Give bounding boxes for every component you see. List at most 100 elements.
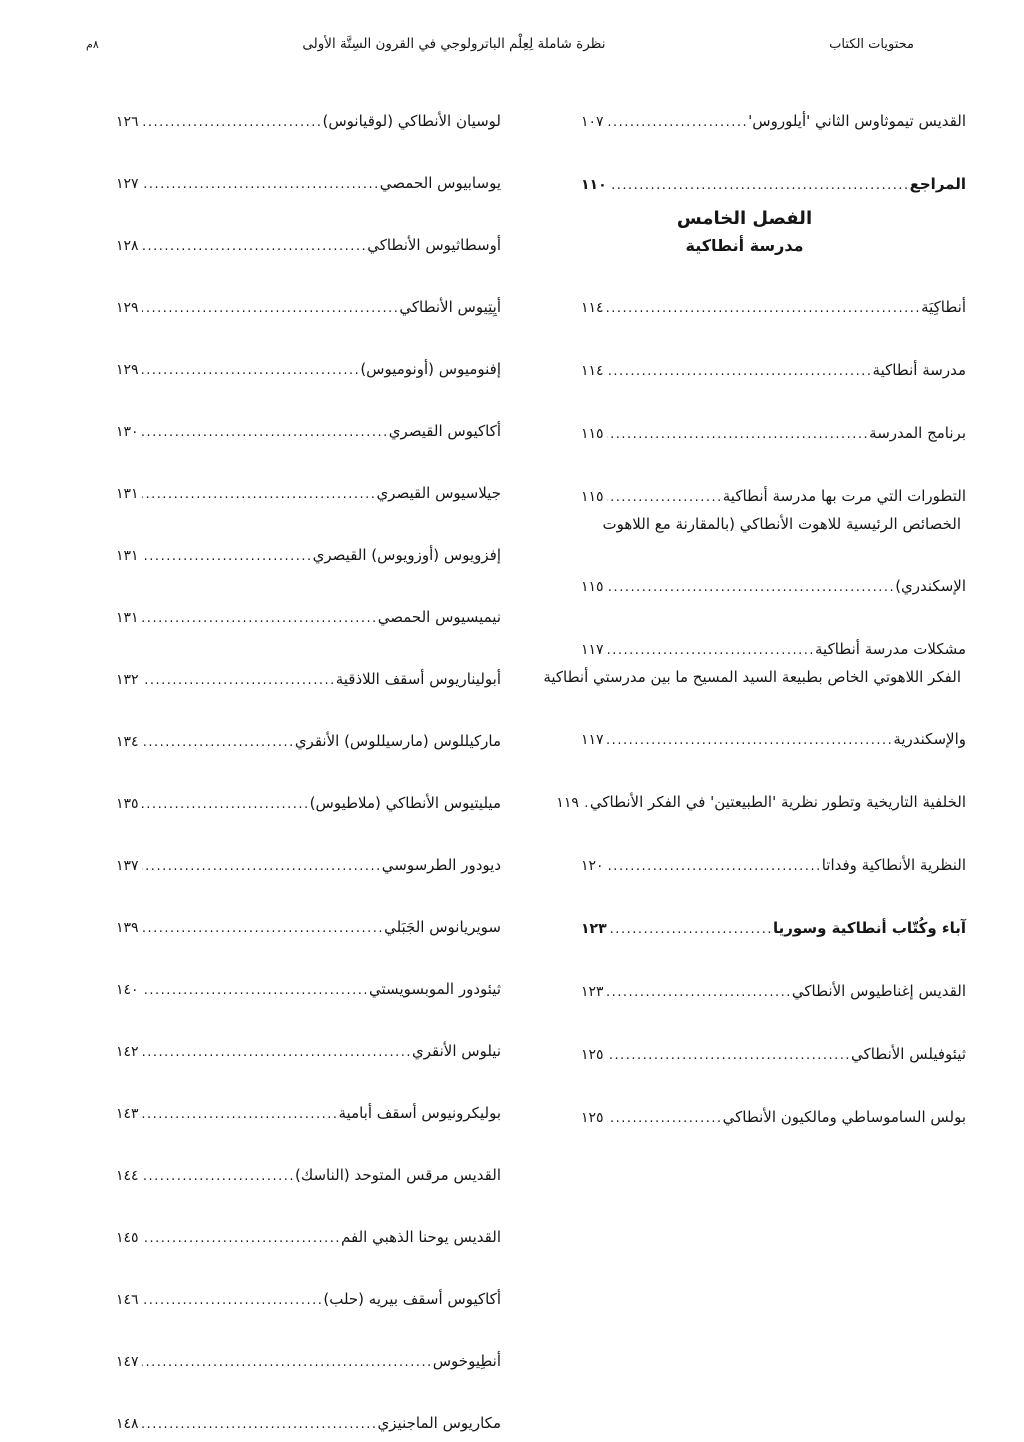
entry-title: المراجع — [909, 175, 966, 193]
toc-entry: النظرية الأنطاكية وفداتا ١٢٠ — [523, 822, 966, 875]
dot-leader — [142, 1291, 324, 1309]
entry-page-number: ١١٥ — [581, 426, 604, 442]
entry-title: الخلفية التاريخية وتطور نظرية 'الطبيعتين… — [589, 793, 966, 811]
entry-page-number: ١٢٦ — [116, 114, 139, 130]
entry-title: سويريانوس الجَبَلي — [384, 918, 501, 936]
entry-page-number: ١٤٦ — [116, 1292, 139, 1308]
entry-page-number: ١٣٩ — [116, 920, 139, 936]
dot-leader — [142, 609, 378, 627]
dot-leader — [142, 1105, 339, 1123]
entry-page-number: ١١٤ — [581, 363, 604, 379]
entry-title: أبوليناريوس أسقف اللاذقية — [335, 670, 501, 688]
entry-title: القديس تيموثاوس الثاني 'أيلوروس' — [748, 112, 966, 130]
toc-entry: برنامج المدرسة ١١٥ — [523, 390, 966, 443]
dot-leader — [142, 299, 400, 317]
toc-entry: ميليتيوس الأنطاكي (ملاطيوس) ١٣٥ — [58, 760, 501, 813]
entry-title: أنطاكِيَة — [921, 298, 966, 316]
entry-page-number: ١٤٣ — [116, 1106, 139, 1122]
entry-title: مدرسة أنطاكية — [685, 236, 804, 255]
dot-leader — [142, 1043, 412, 1061]
dot-leader — [142, 547, 313, 565]
toc-entry: مكاريوس الماجنيزي ١٤٨ — [58, 1380, 501, 1433]
dot-leader — [142, 485, 377, 503]
entry-page-number: ١٢٥ — [581, 1110, 604, 1126]
entry-title: لوسيان الأنطاكي (لوقيانوس) — [322, 112, 501, 130]
entry-title: يوسابيوس الحمصي — [379, 174, 501, 192]
toc-entry: القديس إغناطيوس الأنطاكي ١٢٣ — [523, 948, 966, 1001]
dot-leader — [607, 731, 894, 749]
dot-leader — [607, 362, 873, 380]
entry-title: إفنوميوس (أونوميوس) — [360, 360, 501, 378]
toc-entry: ثيئودور الموبسويستي ١٤٠ — [58, 946, 501, 999]
entry-page-number: ١٣٠ — [116, 424, 139, 440]
entry-title: الفكر اللاهوتي الخاص بطبيعة السيد المسيح… — [543, 668, 961, 686]
entry-page-number: ١٤٠ — [116, 982, 139, 998]
entry-title: أنطِيوخوس — [432, 1352, 501, 1370]
entry-page-number: ١٤٢ — [116, 1044, 139, 1060]
entry-page-number: ١١٠ — [581, 177, 607, 193]
entry-page-number: ١٢٥ — [581, 1047, 604, 1063]
page-header: محتويات الكتاب نظرة شاملة لِعِلْم الباتر… — [58, 36, 966, 52]
entry-page-number: ١١٥ — [581, 489, 604, 505]
entry-page-number: ١٢٠ — [581, 858, 604, 874]
dot-leader — [142, 237, 368, 255]
toc-entry: بولس الساموساطي ومالكيون الأنطاكي ١٢٥ — [523, 1074, 966, 1127]
entry-page-number: ١٤٤ — [116, 1168, 139, 1184]
toc-entry: المراجع ١١٠ — [523, 141, 966, 194]
entry-title: إفزويوس (أوزويوس) القيصري — [312, 546, 501, 564]
entry-page-number: ١٢٧ — [116, 176, 139, 192]
dot-leader — [142, 1229, 341, 1247]
toc-entry: الخصائص الرئيسية للاهوت الأنطاكي (بالمقا… — [523, 516, 966, 533]
entry-page-number: ١٠٧ — [581, 114, 604, 130]
toc-entry: آباء وكُتّاب أنطاكية وسوريا ١٢٣ — [523, 885, 966, 938]
dot-leader — [142, 361, 361, 379]
toc-entry: أكاكيوس أسقف بيريه (حلب) ١٤٦ — [58, 1256, 501, 1309]
entry-page-number: ١١٩ — [556, 795, 579, 811]
entry-page-number: ١٤٨ — [116, 1416, 139, 1432]
entry-title: أوسطاثيوس الأنطاكي — [367, 236, 501, 254]
dot-leader — [607, 113, 749, 131]
entry-page-number: ١٢٣ — [581, 921, 607, 937]
toc-column-left: لوسيان الأنطاكي (لوقيانوس) ١٢٦ يوسابيوس … — [58, 78, 501, 1442]
entry-page-number: ١٣١ — [116, 548, 139, 564]
entry-page-number: ١٣٢ — [116, 672, 139, 688]
entry-title: النظرية الأنطاكية وفداتا — [821, 856, 966, 874]
toc-entry: مدرسة أنطاكية ١١٤ — [523, 327, 966, 380]
entry-page-number: ١٢٨ — [116, 238, 139, 254]
entry-title: مشكلات مدرسة أنطاكية — [815, 640, 966, 658]
entry-title: ثيئوفيلس الأنطاكي — [851, 1045, 966, 1063]
entry-title: آباء وكُتّاب أنطاكية وسوريا — [773, 919, 966, 937]
toc-column-right: القديس تيموثاوس الثاني 'أيلوروس' ١٠٧ الم… — [523, 78, 966, 1137]
entry-title: نيلوس الأنقري — [412, 1042, 501, 1060]
toc-entry: نيميسيوس الحمصي ١٣١ — [58, 574, 501, 627]
toc-entry: القديس مرقس المتوحد (الناسك) ١٤٤ — [58, 1132, 501, 1185]
entry-title: نيميسيوس الحمصي — [377, 608, 501, 626]
entry-title: القديس مرقس المتوحد (الناسك) — [295, 1166, 501, 1184]
toc-entry: أبوليناريوس أسقف اللاذقية ١٣٢ — [58, 636, 501, 689]
entry-title: القديس يوحنا الذهبي الفم — [341, 1228, 501, 1246]
entry-title: أكاكيوس أسقف بيريه (حلب) — [323, 1290, 501, 1308]
dot-leader — [142, 113, 323, 131]
entry-page-number: ١٣١ — [116, 486, 139, 502]
entry-page-number: ١١٧ — [581, 642, 604, 658]
dot-leader — [607, 578, 896, 596]
entry-title: بولس الساموساطي ومالكيون الأنطاكي — [722, 1108, 966, 1126]
toc-entry: أكاكيوس القيصري ١٣٠ — [58, 388, 501, 441]
entry-page-number: ١٣٧ — [116, 858, 139, 874]
toc-entry: يوسابيوس الحمصي ١٢٧ — [58, 140, 501, 193]
toc-entry: التطورات التي مرت بها مدرسة أنطاكية ١١٥ — [523, 453, 966, 506]
entry-page-number: ١٢٩ — [116, 300, 139, 316]
entry-page-number: ١٢٩ — [116, 362, 139, 378]
entry-title: ميليتيوس الأنطاكي (ملاطيوس) — [309, 794, 501, 812]
entry-page-number: ١٣٥ — [116, 796, 139, 812]
entry-page-number: ١١٤ — [581, 300, 604, 316]
toc-columns: القديس تيموثاوس الثاني 'أيلوروس' ١٠٧ الم… — [58, 78, 966, 1442]
entry-page-number: ١٣١ — [116, 610, 139, 626]
toc-entry: ديودور الطرسوسي ١٣٧ — [58, 822, 501, 875]
dot-leader — [142, 423, 389, 441]
entry-title: والإسكندرية — [893, 730, 966, 748]
dot-leader — [610, 176, 910, 194]
entry-title: القديس إغناطيوس الأنطاكي — [791, 982, 966, 1000]
toc-entry: لوسيان الأنطاكي (لوقيانوس) ١٢٦ — [58, 78, 501, 131]
